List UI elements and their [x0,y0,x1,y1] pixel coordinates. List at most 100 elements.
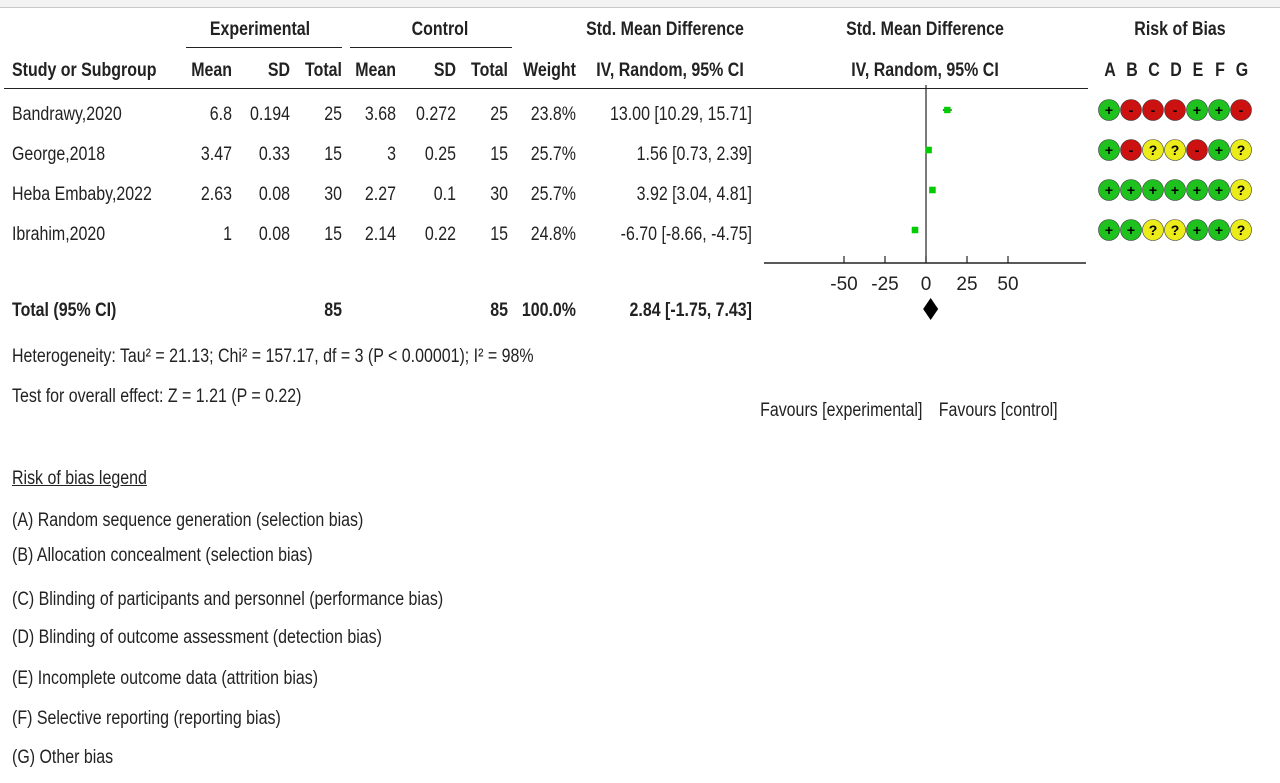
risk-of-bias-low-icon [1186,99,1208,121]
legend-item: (A) Random sequence generation (selectio… [12,510,363,532]
risk-of-bias-symbol: + [1105,142,1113,158]
weight: 25.7% [530,184,576,205]
study-name: Heba Embaby,2022 [12,184,152,205]
risk-of-bias-low-icon [1120,179,1142,201]
bias-letter-a: A [1104,60,1116,81]
risk-of-bias-high-icon [1164,99,1186,121]
risk-of-bias-unclear-icon [1230,139,1252,161]
effect-ci: 13.00 [10.29, 15.71] [610,104,752,125]
risk-of-bias-high-icon [1120,139,1142,161]
exp-mean: 2.63 [200,184,232,205]
risk-of-bias-unclear-icon [1142,139,1164,161]
pooled-diamond [923,298,939,320]
experimental-header-rule [186,47,342,48]
legend-text: Other bias [39,747,114,768]
ctl-total: 15 [490,224,508,245]
risk-of-bias-unclear-icon [1230,179,1252,201]
risk-of-bias-symbol: + [1171,182,1179,198]
legend-text: Random sequence generation (selection bi… [37,510,364,531]
risk-of-bias-symbol: ? [1149,142,1158,158]
legend-key: (A) [12,510,34,531]
risk-of-bias-low-icon [1120,219,1142,241]
favours-experimental-label: Favours [experimental] [760,400,923,421]
risk-of-bias-symbol: + [1215,182,1223,198]
ctl-sd: 0.22 [424,224,456,245]
risk-of-bias-high-icon [1120,99,1142,121]
method-table-header: IV, Random, 95% CI [596,60,744,81]
bias-letter-b: B [1126,60,1138,81]
legend-key: (B) [12,545,34,566]
legend-text: Selective reporting (reporting bias) [36,708,281,729]
legend-key: (F) [12,708,33,729]
risk-of-bias-low-icon [1186,179,1208,201]
top-border [0,0,1280,8]
risk-of-bias-high-icon [1186,139,1208,161]
exp-sd: 0.194 [250,104,290,125]
ctl-sd: 0.272 [416,104,456,125]
legend-text: Blinding of outcome assessment (detectio… [38,627,382,648]
risk-of-bias-header: Risk of Bias [1134,19,1226,40]
risk-of-bias-symbol: ? [1171,142,1180,158]
legend-key: (C) [12,589,35,610]
x-tick-label: 25 [956,274,977,295]
risk-of-bias-low-icon [1208,99,1230,121]
ctl-mean: 2.27 [364,184,396,205]
risk-of-bias-low-icon [1164,179,1186,201]
risk-of-bias-unclear-icon [1230,219,1252,241]
risk-of-bias-low-icon [1098,219,1120,241]
study-effect-marker [944,106,951,114]
risk-of-bias-symbol: - [1129,102,1134,118]
exp-total: 30 [324,184,342,205]
legend-item: (E) Incomplete outcome data (attrition b… [12,668,318,690]
risk-of-bias-low-icon [1098,139,1120,161]
weight: 25.7% [530,144,576,165]
risk-of-bias-high-icon [1230,99,1252,121]
risk-of-bias-symbol: - [1173,102,1178,118]
effect-ci: -6.70 [-8.66, -4.75] [620,224,752,245]
ctl-total: 30 [490,184,508,205]
ctl-sd: 0.25 [424,144,456,165]
ctl-mean: 3.68 [364,104,396,125]
risk-of-bias-unclear-icon [1164,139,1186,161]
exp-sd-header: SD [267,60,290,81]
exp-mean: 3.47 [200,144,232,165]
legend-title: Risk of bias legend [12,468,147,489]
risk-of-bias-high-icon [1142,99,1164,121]
risk-of-bias-grid: + - - - + + -+ -?? - + ?+ + + + + + ?+ +?? + +? [1098,99,1252,241]
risk-of-bias-low-icon [1208,179,1230,201]
smd-plot-header: Std. Mean Difference [846,19,1004,40]
exp-total: 15 [324,224,342,245]
risk-of-bias-symbol: + [1215,222,1223,238]
risk-of-bias-symbol: ? [1237,142,1246,158]
ctl-sd-header: SD [433,60,456,81]
study-name: Bandrawy,2020 [12,104,122,125]
risk-of-bias-symbol: - [1239,102,1244,118]
risk-of-bias-symbol: + [1215,142,1223,158]
ctl-sd: 0.1 [433,184,456,205]
ctl-total-header: Total [471,60,508,81]
pooled-effect-ci: 2.84 [-1.75, 7.43] [629,300,752,321]
ctl-total: 15 [490,144,508,165]
risk-of-bias-low-icon [1142,179,1164,201]
ctl-total-sum: 85 [490,300,508,321]
risk-of-bias-symbol: ? [1237,222,1246,238]
study-effect-marker [911,226,919,234]
legend-item: (B) Allocation concealment (selection bi… [12,545,313,567]
study-name: Ibrahim,2020 [12,224,106,245]
bias-letter-f: F [1215,60,1225,81]
x-tick-label: -50 [830,274,857,295]
legend-text: Blinding of participants and personnel (… [38,589,444,610]
risk-of-bias-symbol: - [1151,102,1156,118]
control-header-rule [350,47,512,48]
bias-letter-c: C [1148,60,1160,81]
exp-total: 15 [324,144,342,165]
risk-of-bias-low-icon [1186,219,1208,241]
smd-table-header: Std. Mean Difference [586,19,744,40]
legend-item: (G) Other bias [12,747,113,769]
total-weight: 100.0% [521,300,576,321]
ctl-mean: 3 [387,144,396,165]
risk-of-bias-symbol: - [1129,142,1134,158]
study-effect-marker [929,186,936,194]
weight: 24.8% [530,224,576,245]
ctl-total: 25 [490,104,508,125]
